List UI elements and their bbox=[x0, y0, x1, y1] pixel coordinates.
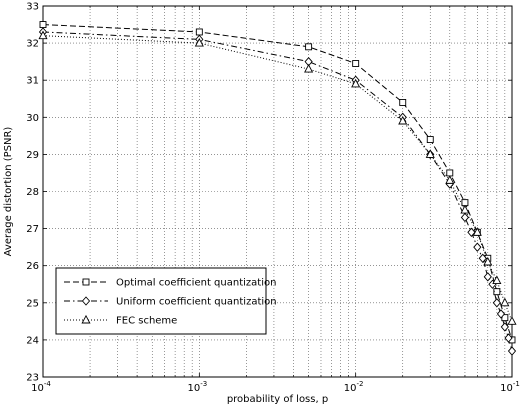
legend-item: FEC scheme bbox=[64, 314, 177, 327]
axis-ticks: 23 24 25 26 27 28 29 30 31 32 33 10-4 10-3 10-2 10-1 bbox=[26, 2, 520, 395]
y-tick-label: 33 bbox=[26, 2, 39, 13]
x-axis-title: probability of loss, p bbox=[227, 394, 328, 405]
diamond-marker bbox=[483, 272, 492, 282]
triangle-marker bbox=[398, 115, 408, 125]
triangle-marker bbox=[483, 256, 493, 266]
triangle-marker bbox=[425, 149, 435, 158]
x-tick-label: 10-1 bbox=[500, 380, 520, 394]
series-triangle bbox=[38, 30, 517, 325]
legend: Optimal coefficient quantization Uniform … bbox=[55, 267, 277, 335]
y-tick-label: 24 bbox=[26, 335, 39, 346]
x-tick-label: 10-4 bbox=[31, 380, 51, 394]
triangle-marker bbox=[460, 204, 470, 214]
diamond-marker bbox=[473, 242, 482, 252]
diamond-marker bbox=[478, 253, 487, 263]
triangle-marker bbox=[507, 316, 517, 325]
triangle-marker bbox=[351, 78, 361, 88]
diamond-marker bbox=[507, 346, 517, 356]
diamond-marker bbox=[460, 212, 470, 223]
x-tick-label: 10-2 bbox=[344, 380, 364, 394]
legend-label: FEC scheme bbox=[116, 316, 177, 327]
y-axis-title: Average distortion (PSNR) bbox=[3, 127, 14, 257]
y-tick-label: 25 bbox=[26, 298, 39, 309]
diamond-marker bbox=[500, 322, 509, 332]
square-marker bbox=[446, 169, 454, 177]
y-tick-label: 31 bbox=[26, 76, 39, 87]
triangle-marker bbox=[500, 297, 510, 307]
square-marker bbox=[39, 21, 47, 28]
square-marker bbox=[426, 136, 434, 144]
legend-label: Uniform coefficient quantization bbox=[116, 297, 277, 308]
diamond-marker bbox=[492, 298, 501, 308]
diamond-marker bbox=[504, 333, 513, 343]
square-marker bbox=[82, 278, 90, 286]
x-tick-label: 10-3 bbox=[187, 380, 207, 394]
y-tick-label: 27 bbox=[26, 224, 39, 235]
square-marker bbox=[305, 43, 313, 51]
triangle-marker bbox=[492, 275, 502, 284]
triangle-marker bbox=[304, 63, 314, 73]
grid bbox=[43, 6, 512, 377]
diamond-marker bbox=[496, 309, 506, 319]
triangle-marker bbox=[445, 175, 455, 184]
square-marker bbox=[461, 199, 469, 207]
square-marker bbox=[195, 28, 203, 36]
triangle-marker bbox=[38, 30, 48, 40]
series-square bbox=[39, 21, 516, 344]
y-tick-label: 29 bbox=[26, 150, 39, 161]
triangle-marker bbox=[81, 314, 91, 324]
legend-item: Optimal coefficient quantization bbox=[64, 278, 276, 289]
square-marker bbox=[352, 60, 360, 67]
y-tick-label: 26 bbox=[26, 261, 39, 272]
diamond-marker bbox=[81, 296, 91, 306]
triangle-marker bbox=[472, 227, 482, 236]
square-marker bbox=[493, 288, 501, 296]
triangle-marker bbox=[194, 37, 204, 47]
y-tick-label: 30 bbox=[26, 113, 39, 124]
y-tick-label: 23 bbox=[26, 373, 39, 384]
legend-label: Optimal coefficient quantization bbox=[116, 278, 276, 289]
series-group bbox=[38, 21, 517, 356]
legend-item: Uniform coefficient quantization bbox=[64, 296, 277, 308]
y-tick-label: 32 bbox=[26, 39, 39, 50]
square-marker bbox=[399, 99, 407, 106]
y-tick-label: 28 bbox=[26, 187, 39, 198]
diamond-marker bbox=[467, 227, 476, 237]
